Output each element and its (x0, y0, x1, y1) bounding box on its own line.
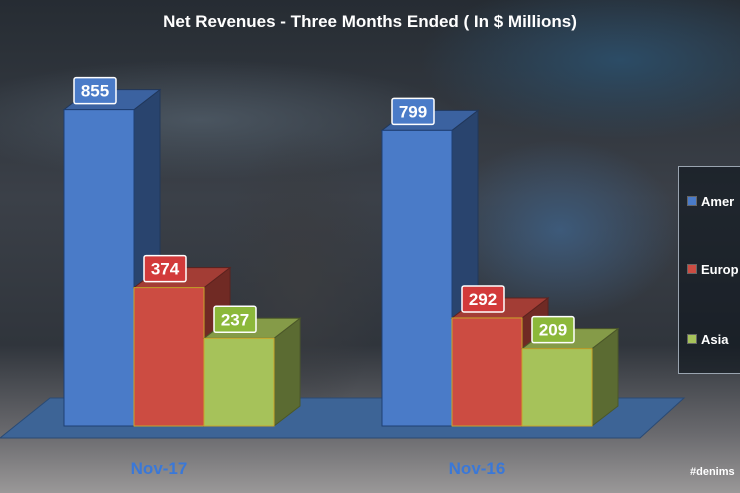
data-label-box (461, 285, 505, 313)
bar-front (133, 287, 205, 427)
data-label-box (213, 305, 257, 334)
legend: Amer Europ Asia (678, 166, 740, 374)
data-label: 855 (81, 82, 109, 101)
chart-title: Net Revenues - Three Months Ended ( In $… (163, 12, 577, 31)
data-label-box (391, 97, 435, 126)
watermark: #denims (690, 466, 735, 478)
data-label: 237 (221, 310, 249, 329)
data-label: 374 (151, 260, 180, 279)
bar-front (451, 317, 523, 427)
data-label: 292 (469, 290, 497, 309)
data-label-box (531, 315, 575, 344)
legend-swatch (687, 264, 697, 274)
x-tick-label: Nov-16 (449, 459, 506, 478)
bar-asia-nov-17: 237 (202, 305, 302, 428)
data-label-box (73, 76, 117, 105)
legend-label: Europ (701, 261, 739, 277)
data-label: 209 (539, 321, 567, 340)
data-label: 799 (399, 102, 427, 121)
legend-item-amer: Amer (687, 193, 734, 209)
bar-front (381, 129, 453, 427)
bar-asia-nov-16: 209 (520, 315, 620, 428)
legend-item-europ: Europ (687, 261, 739, 277)
legend-swatch (687, 334, 697, 344)
bar-front (63, 109, 135, 427)
legend-label: Amer (701, 193, 735, 209)
bar-front (203, 337, 275, 427)
legend-label: Asia (701, 331, 729, 347)
legend-swatch (687, 196, 697, 206)
bar-front (521, 348, 593, 427)
data-label-box (143, 254, 187, 283)
x-tick-label: Nov-17 (131, 459, 188, 478)
legend-item-asia: Asia (687, 331, 728, 347)
